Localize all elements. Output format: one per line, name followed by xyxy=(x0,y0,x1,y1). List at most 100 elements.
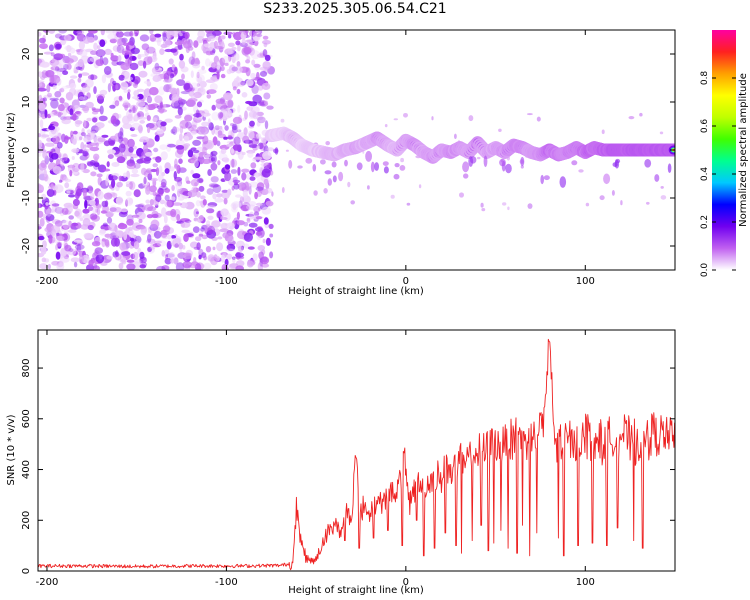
noise-blob xyxy=(116,44,125,54)
noise-blob xyxy=(66,44,72,53)
noise-blob xyxy=(58,59,66,68)
noise-blob xyxy=(207,225,216,235)
noise-blob xyxy=(120,81,129,91)
noise-blob xyxy=(230,123,235,127)
noise-blob xyxy=(65,91,74,101)
noise-blob xyxy=(125,190,132,197)
noise-blob xyxy=(152,117,158,123)
noise-blob xyxy=(184,114,193,122)
noise-blob xyxy=(260,163,267,167)
noise-blob xyxy=(116,181,123,188)
noise-blob xyxy=(256,189,262,197)
noise-blob xyxy=(257,262,264,270)
snr-y-label: SNR (10 * v/v) xyxy=(6,414,17,485)
noise-blob xyxy=(193,257,197,263)
noise-blob xyxy=(59,87,65,93)
noise-blob xyxy=(88,30,98,34)
noise-blob xyxy=(158,104,165,114)
track-smear xyxy=(365,150,372,162)
track-smear xyxy=(374,162,379,171)
noise-blob xyxy=(73,105,81,112)
noise-blob xyxy=(232,256,236,264)
noise-blob xyxy=(56,77,62,86)
noise-blob xyxy=(99,39,106,47)
noise-blob xyxy=(183,135,190,142)
noise-blob xyxy=(133,189,141,198)
noise-blob xyxy=(181,229,190,234)
noise-blob xyxy=(61,207,69,215)
noise-blob xyxy=(178,123,183,128)
noise-blob xyxy=(48,30,56,34)
noise-speck xyxy=(481,208,486,212)
noise-blob xyxy=(130,237,135,242)
noise-blob xyxy=(125,183,131,188)
noise-blob xyxy=(66,63,72,70)
noise-blob xyxy=(164,162,171,171)
noise-blob xyxy=(67,164,75,174)
noise-blob xyxy=(206,188,214,195)
noise-blob xyxy=(43,169,47,178)
noise-blob xyxy=(80,72,90,76)
noise-blob xyxy=(237,129,242,133)
noise-blob xyxy=(95,59,104,67)
noise-blob xyxy=(146,104,156,111)
noise-blob xyxy=(152,74,161,83)
noise-blob xyxy=(150,73,156,77)
noise-blob xyxy=(188,97,198,103)
noise-blob xyxy=(143,176,147,185)
noise-blob xyxy=(230,148,235,154)
noise-blob xyxy=(44,206,52,215)
noise-blob xyxy=(161,250,166,257)
noise-blob xyxy=(188,126,194,132)
noise-blob xyxy=(93,42,98,51)
noise-blob xyxy=(189,241,199,249)
noise-blob xyxy=(118,74,125,81)
noise-blob xyxy=(255,186,264,191)
track-smear xyxy=(505,163,512,174)
noise-blob xyxy=(79,254,84,264)
noise-speck xyxy=(659,131,664,135)
noise-blob xyxy=(38,133,41,138)
noise-blob xyxy=(158,165,163,175)
noise-speck xyxy=(367,185,370,190)
noise-blob xyxy=(192,139,202,146)
noise-blob xyxy=(44,258,50,263)
noise-blob xyxy=(263,217,269,225)
track-smear xyxy=(324,170,332,175)
colorbar-label: Normalized spectral amplitude xyxy=(738,73,749,227)
noise-blob xyxy=(246,260,254,268)
noise-blob xyxy=(154,134,160,142)
noise-blob xyxy=(206,208,215,214)
noise-blob xyxy=(114,100,120,107)
snr-frame xyxy=(37,329,676,572)
noise-blob xyxy=(90,50,98,55)
noise-blob xyxy=(207,169,212,176)
noise-blob xyxy=(137,125,143,132)
noise-blob xyxy=(170,208,177,218)
noise-blob xyxy=(198,152,204,158)
noise-blob xyxy=(202,146,207,154)
noise-blob xyxy=(264,120,269,130)
noise-speck xyxy=(477,156,481,160)
noise-blob xyxy=(192,63,201,69)
noise-blob xyxy=(193,208,199,218)
noise-blob xyxy=(207,254,215,262)
noise-blob xyxy=(210,184,220,188)
noise-blob xyxy=(170,48,178,53)
noise-blob xyxy=(215,193,223,198)
noise-blob xyxy=(157,108,168,113)
noise-blob xyxy=(147,246,153,252)
noise-blob xyxy=(241,151,246,156)
noise-blob xyxy=(246,217,250,222)
noise-blob xyxy=(105,177,109,187)
noise-blob xyxy=(89,199,96,206)
noise-blob xyxy=(38,162,47,171)
noise-speck xyxy=(628,116,635,120)
noise-blob xyxy=(254,191,258,200)
noise-blob xyxy=(46,84,51,93)
noise-blob xyxy=(69,47,76,54)
noise-blob xyxy=(223,197,228,205)
noise-blob xyxy=(175,145,185,150)
noise-blob xyxy=(92,206,97,215)
noise-blob xyxy=(111,162,120,167)
